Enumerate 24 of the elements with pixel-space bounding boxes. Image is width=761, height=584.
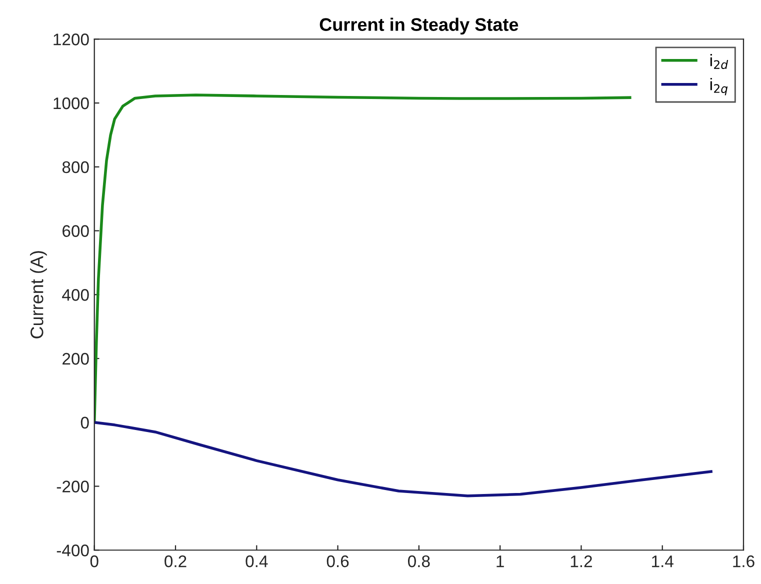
y-tick-label: 1000 — [54, 97, 89, 110]
y-tick-label: 800 — [62, 161, 89, 174]
x-tick-label: 0.4 — [246, 555, 268, 568]
x-tick-label: 0.2 — [164, 555, 186, 568]
x-tick-label: 1.6 — [733, 555, 754, 568]
x-tick-label: 1 — [496, 556, 504, 568]
line-series — [94, 420, 712, 498]
x-tick-label: 0.8 — [408, 555, 430, 568]
y-tick-label: 200 — [62, 352, 89, 365]
legend-label: i$_{2q}$ — [710, 78, 728, 96]
line-series — [94, 94, 632, 424]
y-tick-label: 0 — [80, 416, 89, 429]
x-tick-label: 0 — [90, 555, 98, 568]
y-tick-label: -200 — [56, 480, 89, 492]
y-tick-label: 1200 — [54, 34, 89, 46]
y-tick-label: -400 — [56, 544, 89, 556]
x-tick-label: 1.4 — [652, 556, 674, 568]
chart-title: Current in Steady State — [320, 18, 518, 35]
legend-label: i$_{2d}$ — [710, 54, 728, 70]
x-tick-label: 1.2 — [570, 555, 592, 568]
y-tick-label: 400 — [62, 289, 89, 301]
y-axis-title: Current (A) — [30, 251, 47, 338]
y-tick-label: 600 — [62, 225, 89, 237]
x-tick-label: 0.6 — [326, 555, 349, 568]
